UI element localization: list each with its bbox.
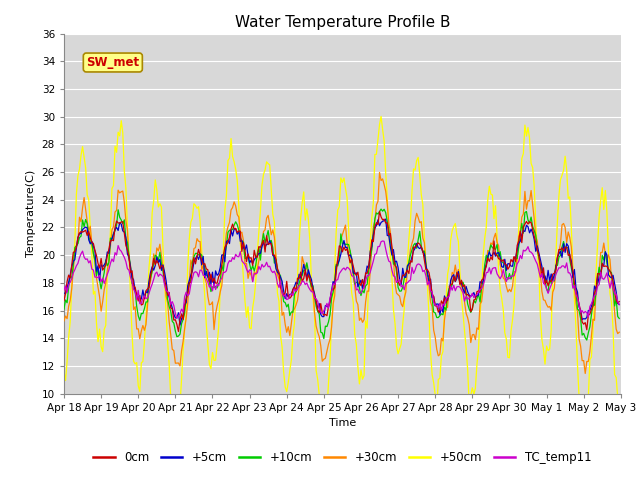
- Y-axis label: Temperature(C): Temperature(C): [26, 170, 36, 257]
- Legend: 0cm, +5cm, +10cm, +30cm, +50cm, TC_temp11: 0cm, +5cm, +10cm, +30cm, +50cm, TC_temp1…: [89, 446, 596, 469]
- Text: SW_met: SW_met: [86, 56, 140, 69]
- X-axis label: Time: Time: [329, 418, 356, 428]
- Title: Water Temperature Profile B: Water Temperature Profile B: [235, 15, 450, 30]
